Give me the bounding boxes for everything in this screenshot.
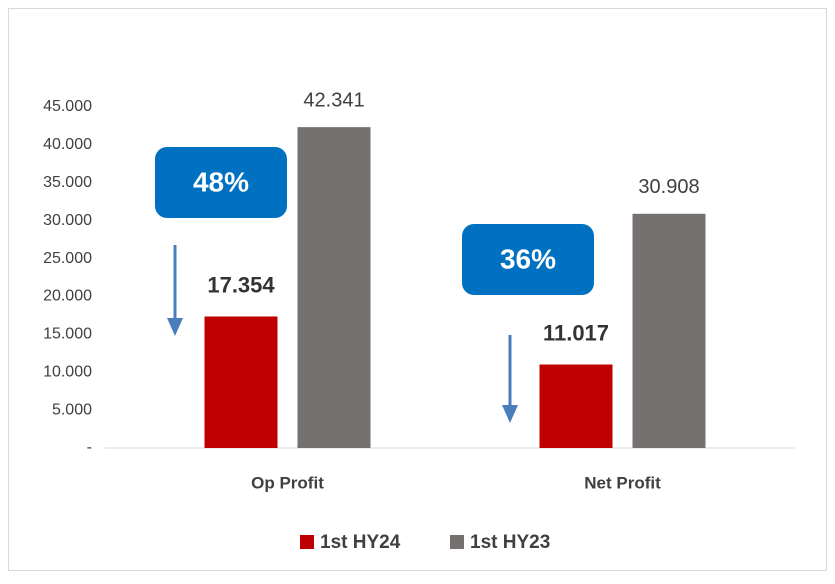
arrow	[167, 245, 183, 336]
legend-swatch	[450, 535, 464, 549]
callout-text: 36%	[500, 243, 556, 274]
legend-swatch	[300, 535, 314, 549]
y-tick-label: 15.000	[43, 326, 92, 343]
bar	[539, 364, 613, 448]
arrow	[502, 335, 518, 423]
y-tick-label: 10.000	[43, 363, 92, 380]
y-tick-label: -	[87, 439, 92, 456]
y-tick-label: 40.000	[43, 136, 92, 153]
callout-box	[155, 147, 287, 218]
data-label: 11.017	[543, 320, 609, 345]
data-label: 30.908	[638, 176, 699, 198]
legend-label: 1st HY23	[470, 532, 550, 553]
data-label: 17.354	[207, 272, 275, 297]
x-tick-label: Op Profit	[251, 473, 324, 492]
y-tick-label: 30.000	[43, 212, 92, 229]
callout-text: 48%	[193, 166, 249, 197]
x-tick-label: Net Profit	[584, 473, 661, 492]
y-tick-label: 5.000	[52, 401, 92, 418]
y-tick-label: 45.000	[43, 98, 92, 115]
y-tick-label: 20.000	[43, 288, 92, 305]
bar	[204, 316, 278, 448]
legend-label: 1st HY24	[320, 532, 401, 553]
bar	[297, 127, 371, 448]
callout-box	[462, 224, 594, 295]
y-tick-label: 35.000	[43, 174, 92, 191]
bar	[632, 213, 706, 448]
y-tick-label: 25.000	[43, 250, 92, 267]
data-label: 42.341	[303, 89, 364, 111]
